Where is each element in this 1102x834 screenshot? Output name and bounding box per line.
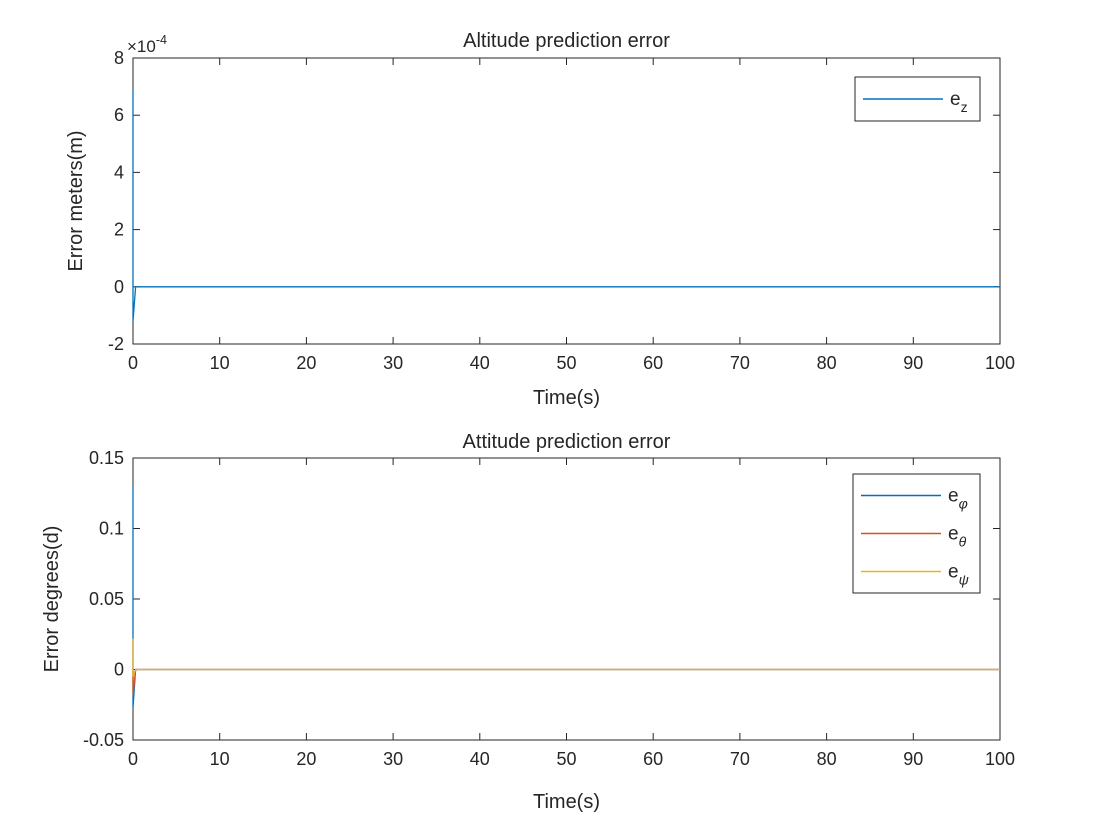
x-tick-label: 80 <box>817 353 837 373</box>
x-tick-label: 70 <box>730 749 750 769</box>
series-line-e-z <box>132 89 1000 322</box>
y-axis-exponent-label: ×10-4 <box>127 33 167 56</box>
y-tick-label: 0.15 <box>89 448 124 468</box>
attitude-error-subplot: 0 10 20 30 40 50 60 70 80 90 100-0.0500.050.10.15A… <box>41 431 1015 813</box>
chart-title: Attitude prediction error <box>463 431 671 453</box>
y-axis-label: Error degrees(d) <box>41 526 63 673</box>
x-tick-label: 60 <box>643 749 663 769</box>
x-tick-label: 10 <box>210 353 230 373</box>
x-tick-label: 10 <box>210 749 230 769</box>
x-tick-label: 50 <box>556 749 576 769</box>
x-tick-label: 50 <box>556 353 576 373</box>
y-tick-label: 0.1 <box>99 519 124 539</box>
chart-title: Altitude prediction error <box>463 30 670 52</box>
x-tick-label: 90 <box>903 353 923 373</box>
y-tick-label: 6 <box>114 105 124 125</box>
x-tick-label: 60 <box>643 353 663 373</box>
x-tick-label: 30 <box>383 353 403 373</box>
series-line-e-θ <box>132 668 1000 695</box>
x-tick-label: 30 <box>383 749 403 769</box>
x-tick-label: 0 <box>128 353 138 373</box>
x-tick-label: 20 <box>296 749 316 769</box>
y-tick-label: 4 <box>114 162 124 182</box>
legend: ez <box>854 76 981 122</box>
y-tick-label: 0 <box>114 277 124 297</box>
x-tick-label: 100 <box>985 353 1015 373</box>
x-tick-label: 100 <box>985 749 1015 769</box>
x-tick-label: 0 <box>128 749 138 769</box>
y-tick-label: 8 <box>114 48 124 68</box>
y-tick-label: 2 <box>114 220 124 240</box>
x-tick-label: 40 <box>470 353 490 373</box>
y-tick-label: 0 <box>114 660 124 680</box>
x-tick-label: 80 <box>817 749 837 769</box>
x-tick-label: 70 <box>730 353 750 373</box>
x-tick-label: 40 <box>470 749 490 769</box>
series-line-e-ψ <box>132 638 1000 677</box>
y-tick-label: -0.05 <box>83 730 124 750</box>
y-tick-label: -2 <box>108 334 124 354</box>
x-axis-label: Time(s) <box>533 791 600 813</box>
x-tick-label: 20 <box>296 353 316 373</box>
y-tick-label: 0.05 <box>89 589 124 609</box>
y-axis-label: Error meters(m) <box>65 130 87 271</box>
x-axis-label: Time(s) <box>533 387 600 409</box>
x-tick-label: 90 <box>903 749 923 769</box>
